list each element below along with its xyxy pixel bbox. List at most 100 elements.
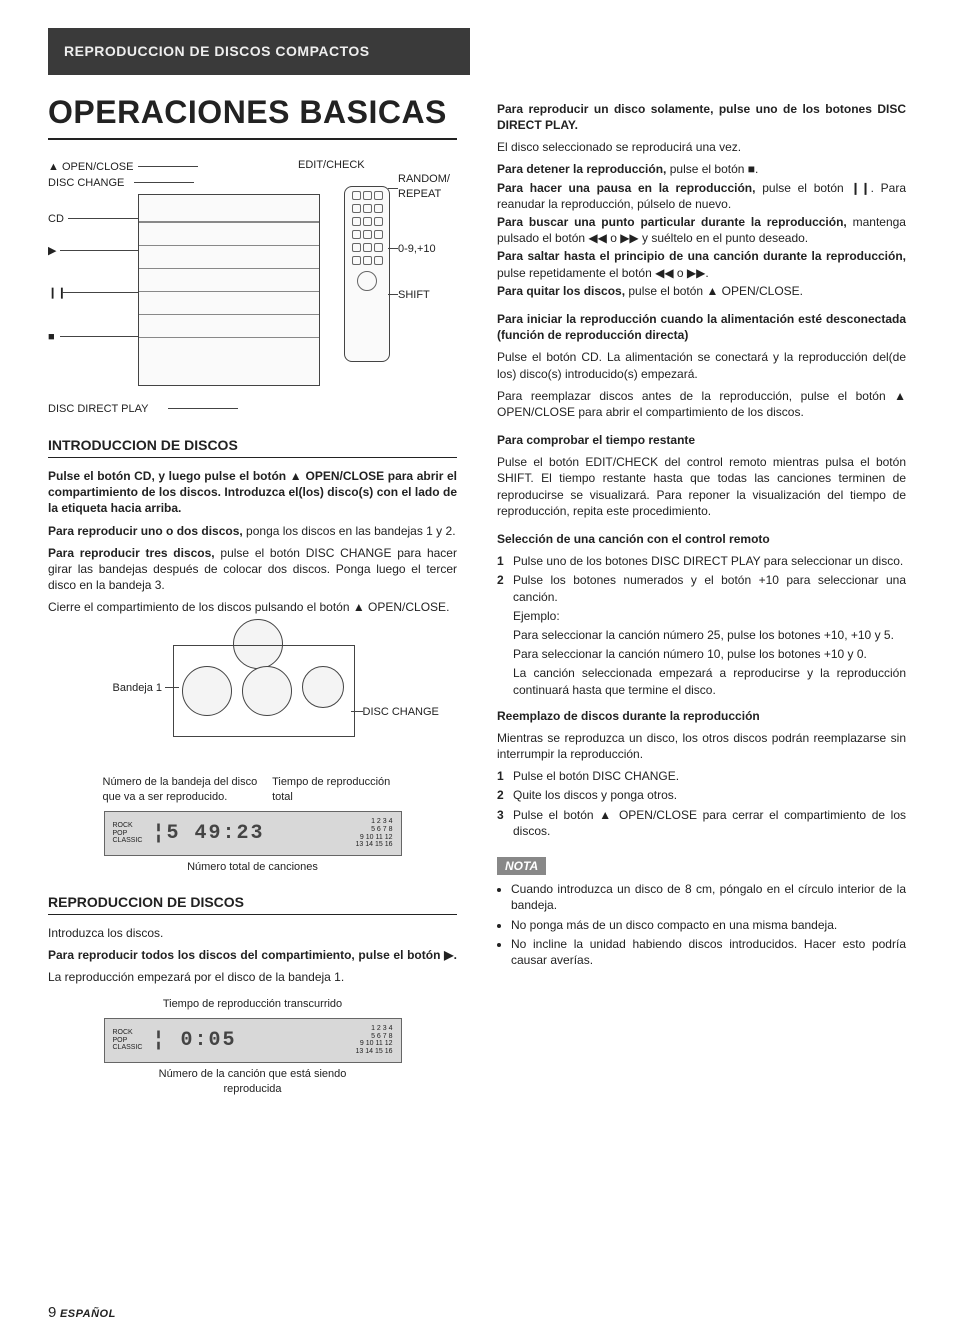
list-item-1: 1Pulse uno de los botones DISC DIRECT PL… [497, 553, 906, 569]
text-skip: pulse repetidamente el botón ◀◀ o ▶▶. [497, 266, 709, 280]
text-one-two: ponga los discos en las bandejas 1 y 2. [243, 524, 456, 538]
para-three-discs: Para reproducir tres discos, pulse el bo… [48, 545, 457, 594]
stereo-diagram: ▲ OPEN/CLOSE DISC CHANGE CD ▶ ❙❙ ■ DISC … [48, 158, 457, 418]
bold-pause: Para hacer una pausa en la reproducción, [497, 181, 755, 195]
disc-slot-1 [182, 666, 232, 716]
intro-instruction: Pulse el botón CD, y luego pulse el botó… [48, 468, 457, 517]
list-item-2: 2Pulse los botones numerados y el botón … [497, 572, 906, 604]
caption-tray-number: Número de la bandeja del disco que va a … [103, 775, 273, 805]
disc-slot-3 [302, 666, 344, 708]
right-column: Para reproducir un disco solamente, puls… [497, 81, 906, 1101]
text-stop: pulse el botón ■. [666, 162, 758, 176]
list-item-2-text: Pulse los botones numerados y el botón +… [513, 572, 906, 604]
bold-search: Para buscar una punto particular durante… [497, 215, 847, 229]
para-direct-a: Pulse el botón CD. La alimentación se co… [497, 349, 906, 381]
label-zero-nine: 0-9,+10 [398, 242, 436, 257]
caption-split-1: Número de la bandeja del disco que va a … [103, 775, 403, 805]
label-disc-direct-play: DISC DIRECT PLAY [48, 402, 148, 417]
page-title: OPERACIONES BASICAS [48, 91, 457, 140]
label-disc-change: DISC CHANGE [48, 176, 124, 191]
bold-remove: Para quitar los discos, [497, 284, 625, 298]
list-remote-select: 1Pulse uno de los botones DISC DIRECT PL… [497, 553, 906, 698]
two-column-layout: OPERACIONES BASICAS ▲ [48, 81, 906, 1101]
section-banner: REPRODUCCION DE DISCOS COMPACTOS [48, 28, 470, 75]
bold-stop: Para detener la reproducción, [497, 162, 666, 176]
heading-remote-select: Selección de una canción con el control … [497, 531, 906, 547]
para-remove: Para quitar los discos, pulse el botón ▲… [497, 283, 906, 299]
replace-item-3-text: Pulse el botón ▲ OPEN/CLOSE para cerrar … [513, 807, 906, 839]
nota-item-2: No ponga más de un disco compacto en una… [511, 917, 906, 933]
text-remove: pulse el botón ▲ OPEN/CLOSE. [625, 284, 803, 298]
heading-direct-play: Para iniciar la reproducción cuando la a… [497, 311, 906, 343]
para-single-disc: El disco seleccionado se reproducirá una… [497, 139, 906, 155]
para-insert-discs: Introduzca los discos. [48, 925, 457, 941]
display1-segment: ¦5 49:23 [152, 820, 264, 847]
caption-total-songs: Número total de canciones [48, 860, 457, 875]
para-skip: Para saltar hasta el principio de una ca… [497, 248, 906, 280]
display2-segment: ¦ 0:05 [152, 1027, 236, 1054]
para-play-all: La reproducción empezará por el disco de… [48, 969, 457, 985]
caption-total-time: Tiempo de reproducción total [272, 775, 402, 805]
display-panel-1: ROCK POP CLASSIC ¦5 49:23 1 2 3 4 5 6 7 … [104, 811, 402, 856]
example-2: Para seleccionar la canción número 10, p… [497, 646, 906, 662]
label-tray-disc-change: DISC CHANGE [363, 705, 439, 720]
replace-item-3: 3Pulse el botón ▲ OPEN/CLOSE para cerrar… [497, 807, 906, 839]
para-direct-b: Para reemplazar discos antes de la repro… [497, 388, 906, 420]
para-pause: Para hacer una pausa en la reproducción,… [497, 180, 906, 212]
replace-item-1-text: Pulse el botón DISC CHANGE. [513, 768, 906, 784]
bold-three: Para reproducir tres discos, [48, 546, 215, 560]
para-remaining: Pulse el botón EDIT/CHECK del control re… [497, 454, 906, 519]
example-label: Ejemplo: [497, 608, 906, 624]
heading-single-disc: Para reproducir un disco solamente, puls… [497, 101, 906, 133]
left-column: OPERACIONES BASICAS ▲ [48, 81, 457, 1101]
heading-reproduccion: REPRODUCCION DE DISCOS [48, 893, 457, 915]
heading-replace: Reemplazo de discos durante la reproducc… [497, 708, 906, 724]
para-replace: Mientras se reproduzca un disco, los otr… [497, 730, 906, 762]
nota-list: Cuando introduzca un disco de 8 cm, póng… [497, 881, 906, 968]
replace-item-1: 1Pulse el botón DISC CHANGE. [497, 768, 906, 784]
bold-one-two: Para reproducir uno o dos discos, [48, 524, 243, 538]
list-replace: 1Pulse el botón DISC CHANGE. 2Quite los … [497, 768, 906, 839]
para-search: Para buscar una punto particular durante… [497, 214, 906, 246]
caption-song-number: Número de la canción que está siendo rep… [153, 1067, 353, 1097]
display2-preset: ROCK POP CLASSIC [113, 1029, 143, 1052]
nota-item-1: Cuando introduzca un disco de 8 cm, póng… [511, 881, 906, 913]
replace-item-2: 2Quite los discos y ponga otros. [497, 787, 906, 803]
label-cd: CD [48, 212, 64, 227]
display-panel-2: ROCK POP CLASSIC ¦ 0:05 1 2 3 4 5 6 7 8 … [104, 1018, 402, 1063]
nota-item-3: No incline la unidad habiendo discos int… [511, 936, 906, 968]
example-1: Para seleccionar la canción número 25, p… [497, 627, 906, 643]
bold-skip: Para saltar hasta el principio de una ca… [497, 249, 906, 263]
footer-language: ESPAÑOL [60, 1308, 116, 1320]
para-play-all-bold: Para reproducir todos los discos del com… [48, 947, 457, 963]
display1-preset: ROCK POP CLASSIC [113, 822, 143, 845]
disc-slot-2 [242, 666, 292, 716]
tray-graphic [173, 645, 355, 737]
example-3: La canción seleccionada empezará a repro… [497, 665, 906, 697]
page-number: 9 [48, 1304, 56, 1321]
para-stop: Para detener la reproducción, pulse el b… [497, 161, 906, 177]
replace-item-2-text: Quite los discos y ponga otros. [513, 787, 906, 803]
page: REPRODUCCION DE DISCOS COMPACTOS OPERACI… [0, 0, 954, 1337]
label-open-close: ▲ OPEN/CLOSE [48, 160, 133, 175]
caption-elapsed: Tiempo de reproducción transcurrido [48, 997, 457, 1012]
list-item-1-text: Pulse uno de los botones DISC DIRECT PLA… [513, 553, 906, 569]
label-stop-icon: ■ [48, 330, 55, 345]
label-random-repeat: RANDOM/ REPEAT [398, 172, 450, 202]
remote-graphic [344, 186, 390, 362]
label-bandeja1: Bandeja 1 [113, 681, 163, 696]
display1-numbers: 1 2 3 4 5 6 7 8 9 10 11 12 13 14 15 16 [356, 818, 393, 849]
label-shift: SHIFT [398, 288, 430, 303]
para-one-two-discs: Para reproducir uno o dos discos, ponga … [48, 523, 457, 539]
para-close: Cierre el compartimiento de los discos p… [48, 599, 457, 615]
tray-diagram: Bandeja 1 DISC CHANGE [123, 625, 383, 765]
heading-introduccion: INTRODUCCION DE DISCOS [48, 436, 457, 458]
label-edit-check: EDIT/CHECK [298, 158, 365, 173]
display2-numbers: 1 2 3 4 5 6 7 8 9 10 11 12 13 14 15 16 [356, 1025, 393, 1056]
stereo-unit-graphic [138, 194, 320, 386]
label-play-icon: ▶ [48, 244, 56, 259]
label-pause-icon: ❙❙ [48, 286, 66, 301]
nota-badge: NOTA [497, 857, 546, 875]
heading-remaining: Para comprobar el tiempo restante [497, 432, 906, 448]
page-footer: 9 ESPAÑOL [48, 1303, 116, 1323]
